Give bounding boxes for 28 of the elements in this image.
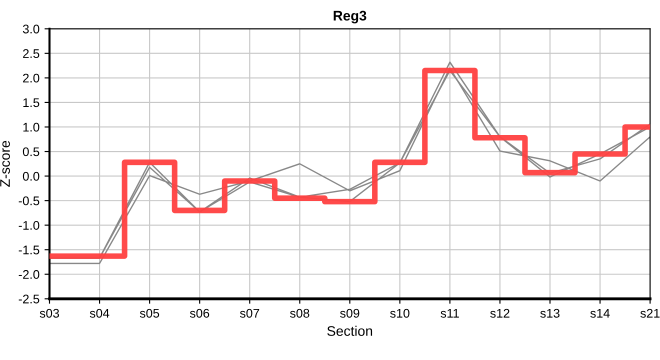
x-tick-label: s10 [390, 308, 410, 318]
y-tick-label: 2.0 [23, 74, 40, 83]
x-tick-label: s07 [240, 308, 260, 318]
x-tick-label: s11 [440, 308, 459, 318]
chart-title: Reg3 [334, 10, 366, 24]
x-tick-label: s05 [140, 308, 160, 318]
y-tick-label: -1.5 [18, 246, 40, 254]
y-tick-label: 3.0 [22, 24, 40, 34]
y-tick-label: -2.5 [18, 294, 40, 304]
y-tick-label: -2.0 [18, 270, 40, 279]
y-tick-label: -1.0 [18, 220, 40, 230]
x-tick-label: s14 [590, 308, 610, 318]
x-tick-label: s13 [540, 308, 560, 318]
y-tick-label: 0.0 [22, 172, 40, 181]
x-tick-label: s03 [40, 308, 60, 318]
y-axis-title: Z-score [0, 140, 10, 187]
y-tick-label: 2.5 [23, 49, 40, 58]
y-tick-label: 1.5 [23, 98, 40, 108]
x-tick-label: s21 [640, 308, 660, 318]
x-tick-label: s08 [290, 308, 310, 318]
y-tick-label: 1.0 [23, 122, 40, 132]
x-tick-label: s12 [490, 308, 510, 318]
x-axis-title: Section [327, 326, 372, 336]
x-tick-label: s04 [90, 308, 110, 318]
y-tick-label: 0.5 [22, 147, 40, 156]
y-tick-label: -0.5 [18, 196, 40, 206]
x-tick-label: s09 [340, 308, 360, 318]
x-tick-label: s06 [190, 308, 210, 318]
